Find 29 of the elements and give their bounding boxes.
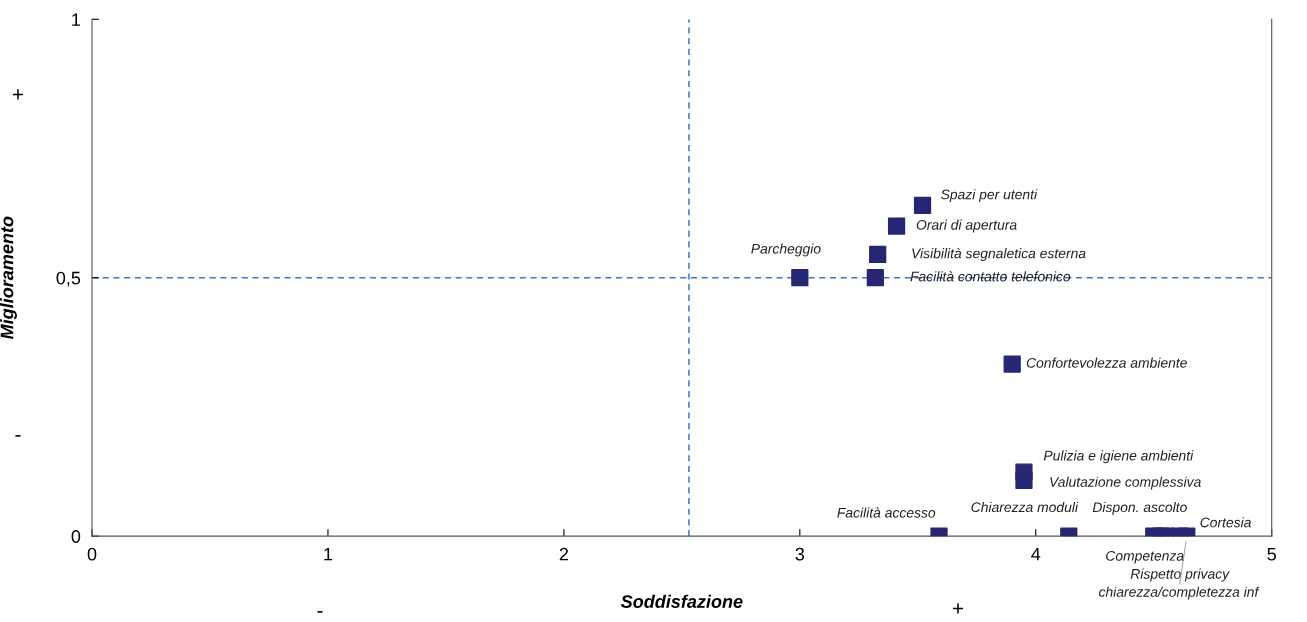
annotation: Rispetto privacy (1130, 568, 1230, 582)
x-tick-label: 0 (87, 547, 97, 561)
x-tick-label: 1 (324, 547, 333, 561)
y-tick-label: 0,5 (56, 271, 81, 287)
text: + (12, 89, 24, 100)
annotation: Spazi per utenti (940, 189, 1038, 203)
text: + (952, 603, 964, 614)
text: - (15, 435, 21, 437)
annotation: Cortesia (1200, 517, 1251, 528)
y-tick-label: 1 (72, 13, 81, 26)
annotation: Valutazione complessiva (1050, 476, 1201, 490)
annotation: Parcheggio (751, 243, 821, 257)
x-axis-title: Soddisfazione (620, 594, 743, 608)
annotation: chiarezza/completezza inf (1099, 586, 1260, 600)
x-tick-label: 2 (559, 547, 569, 561)
annotation: Pulizia e igiene ambienti (1043, 450, 1194, 464)
y-axis-title: Miglioramento (0, 216, 17, 340)
annotation: Competenza (1106, 550, 1184, 564)
x-tick-label: 3 (795, 547, 805, 561)
text: - (317, 611, 323, 613)
annotation: Confortevolezza ambiente (1026, 357, 1187, 368)
x-tick-label: 4 (1031, 547, 1041, 561)
annotation: Dispon. ascolto (1092, 501, 1187, 515)
annotation: Chiarezza moduli (971, 501, 1079, 513)
annotation: Orari di apertura (916, 219, 1017, 233)
x-tick-label: 5 (1267, 547, 1276, 561)
annotation: Facilità accesso (837, 507, 936, 518)
y-tick-label: 0 (71, 530, 81, 543)
annotation: Visibilità segnaletica esterna (912, 247, 1086, 262)
